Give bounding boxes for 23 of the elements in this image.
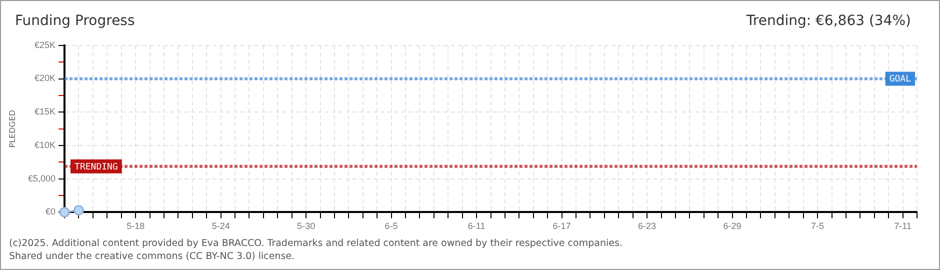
y-tick-label: €20K [34,73,56,84]
ref-line-label: GOAL [889,74,912,85]
y-tick-label: €25K [34,40,56,50]
text: Shared under the creative commons (CC BY-NC 3.0) license. [9,250,296,263]
x-tick-label: 7-11 [894,221,912,232]
x-tick-label: 5-24 [212,221,230,232]
y-tick-label: €5,000 [28,173,56,184]
y-tick-label: €10K [34,140,56,150]
text: (c)2025. Additional content provided by Eva BRACCO. Trademarks and related content are owned by their respective companies. [9,237,622,250]
x-tick-label: 7-5 [811,221,824,232]
chart-title: Funding Progress [15,13,135,31]
ref-line-label: TRENDING [74,162,118,172]
x-tick-label: 5-18 [126,221,145,232]
x-tick-label: 6-29 [723,221,742,232]
x-tick-label: 6-17 [552,221,571,232]
y-tick-label: €0 [46,206,56,217]
y-axis-title: PLEDGED [8,110,18,148]
y-tick-label: €15K [34,106,56,117]
x-tick-label: 6-23 [638,221,656,232]
x-tick-label: 6-5 [384,221,398,232]
x-tick-label: 6-11 [468,221,486,232]
x-tick-label: 5-30 [297,221,316,232]
chart-subtitle: Trending: €6,863 (34%) [746,13,911,31]
